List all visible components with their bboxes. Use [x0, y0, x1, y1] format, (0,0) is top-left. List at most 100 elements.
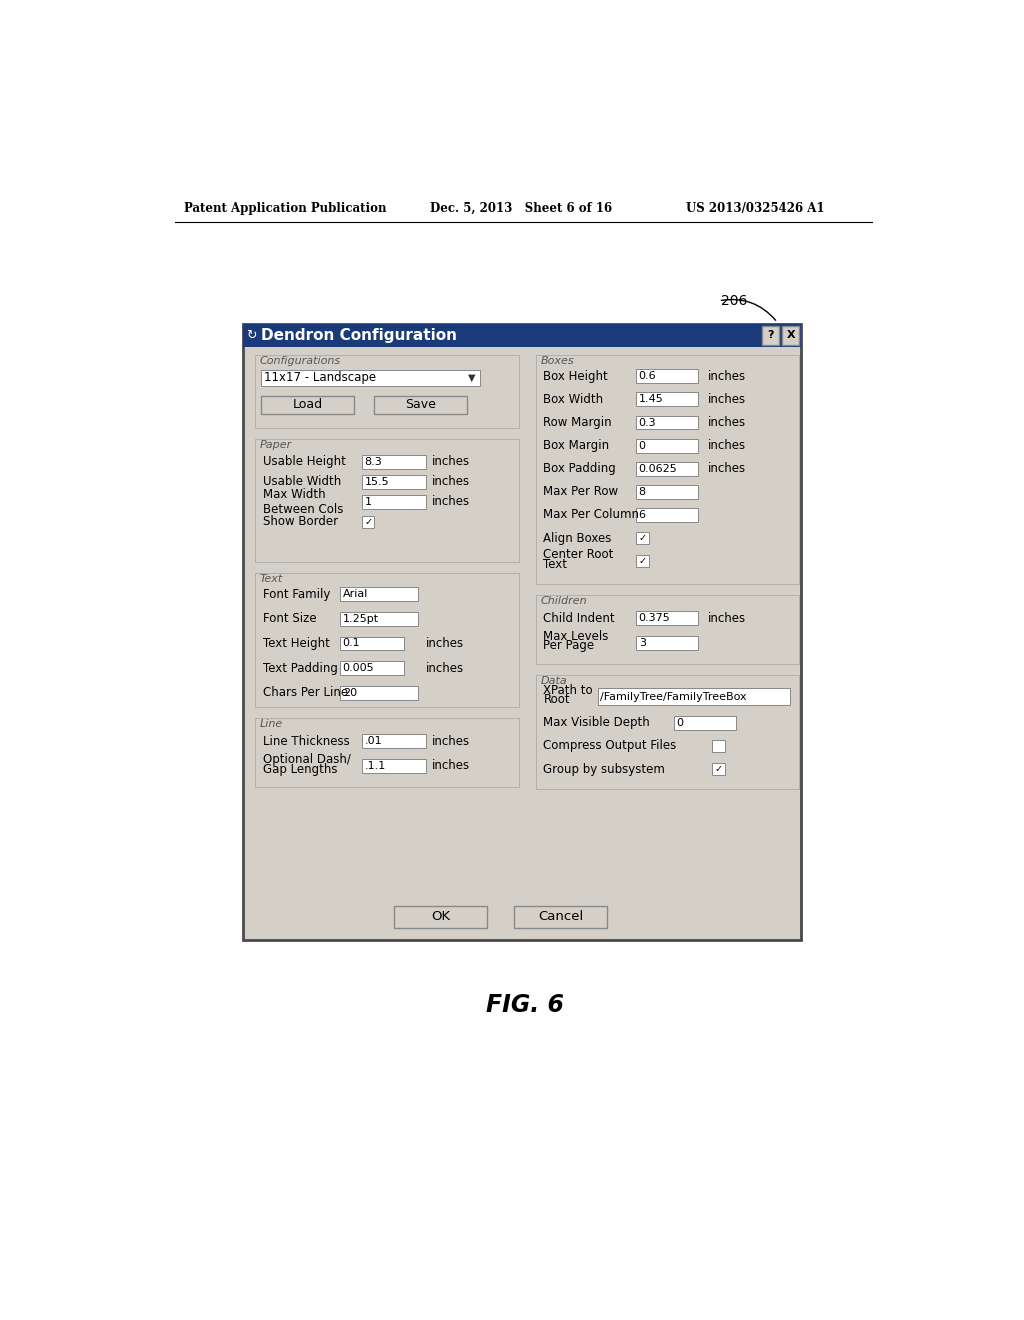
- Bar: [255, 718, 518, 788]
- Text: inches: inches: [432, 759, 470, 772]
- Text: 0: 0: [639, 441, 646, 450]
- Text: Data: Data: [541, 676, 567, 686]
- Text: 206: 206: [721, 294, 748, 308]
- Bar: [340, 612, 418, 626]
- Text: Group by subsystem: Group by subsystem: [544, 763, 666, 776]
- Text: Box Padding: Box Padding: [544, 462, 616, 475]
- Bar: [362, 455, 426, 469]
- Text: Optional Dash/: Optional Dash/: [263, 754, 351, 767]
- Text: ✓: ✓: [639, 556, 647, 566]
- Text: inches: inches: [432, 495, 470, 508]
- Text: Row Margin: Row Margin: [544, 416, 612, 429]
- Bar: [261, 370, 480, 385]
- Bar: [340, 686, 418, 700]
- Bar: [762, 326, 779, 345]
- Text: Per Page: Per Page: [544, 639, 595, 652]
- Bar: [713, 763, 725, 775]
- Text: Box Height: Box Height: [544, 370, 608, 383]
- Text: Box Margin: Box Margin: [544, 440, 609, 453]
- Text: Usable Width: Usable Width: [263, 475, 341, 488]
- Text: 8: 8: [639, 487, 646, 496]
- Bar: [713, 739, 725, 752]
- Text: 20: 20: [343, 688, 356, 698]
- Bar: [674, 715, 735, 730]
- Text: Dendron Configuration: Dendron Configuration: [261, 327, 458, 343]
- Text: Arial: Arial: [343, 589, 368, 599]
- Text: US 2013/0325426 A1: US 2013/0325426 A1: [686, 202, 824, 215]
- Text: Dec. 5, 2013   Sheet 6 of 16: Dec. 5, 2013 Sheet 6 of 16: [430, 202, 612, 215]
- Bar: [340, 587, 418, 601]
- Text: Paper: Paper: [260, 440, 292, 450]
- Text: inches: inches: [432, 475, 470, 488]
- Text: Show Border: Show Border: [263, 515, 338, 528]
- Text: Line Thickness: Line Thickness: [263, 735, 349, 748]
- Text: inches: inches: [708, 416, 745, 429]
- Text: inches: inches: [708, 440, 745, 453]
- Text: inches: inches: [708, 393, 745, 407]
- Text: 0.1: 0.1: [343, 639, 360, 648]
- Text: inches: inches: [708, 462, 745, 475]
- Text: X: X: [786, 330, 795, 341]
- Text: 0.375: 0.375: [639, 612, 671, 623]
- Bar: [243, 323, 801, 940]
- Text: 0.3: 0.3: [639, 417, 656, 428]
- Text: inches: inches: [708, 611, 745, 624]
- Bar: [340, 636, 403, 651]
- Bar: [636, 611, 698, 626]
- Bar: [536, 355, 799, 585]
- Bar: [636, 462, 698, 475]
- Bar: [636, 484, 698, 499]
- Text: Box Width: Box Width: [544, 393, 603, 407]
- Bar: [340, 661, 403, 675]
- Bar: [636, 392, 698, 407]
- Text: Max Levels: Max Levels: [544, 630, 609, 643]
- Bar: [636, 636, 698, 649]
- Text: FIG. 6: FIG. 6: [485, 994, 564, 1018]
- Text: 6: 6: [639, 510, 646, 520]
- Text: Load: Load: [293, 399, 323, 412]
- Bar: [514, 906, 607, 928]
- Bar: [536, 675, 799, 789]
- Text: Font Size: Font Size: [263, 612, 316, 626]
- Text: Root: Root: [544, 693, 570, 706]
- Text: ✓: ✓: [715, 764, 723, 774]
- Text: Text: Text: [260, 574, 283, 583]
- Text: OK: OK: [431, 911, 450, 924]
- Text: 0.0625: 0.0625: [639, 463, 678, 474]
- Text: 1.25pt: 1.25pt: [343, 614, 379, 624]
- Text: Child Indent: Child Indent: [544, 611, 615, 624]
- Bar: [598, 688, 790, 705]
- Text: 15.5: 15.5: [365, 477, 389, 487]
- Text: inches: inches: [432, 455, 470, 469]
- Text: 0.6: 0.6: [639, 371, 656, 381]
- Text: Configurations: Configurations: [260, 356, 341, 366]
- Bar: [636, 532, 649, 544]
- Bar: [782, 326, 799, 345]
- Bar: [362, 495, 426, 508]
- Text: Gap Lengths: Gap Lengths: [263, 763, 337, 776]
- Text: 0: 0: [676, 718, 683, 727]
- Bar: [362, 759, 426, 774]
- Text: 1.45: 1.45: [639, 395, 664, 404]
- Text: 1: 1: [365, 496, 372, 507]
- Text: 8.3: 8.3: [365, 457, 382, 467]
- Text: Text Padding: Text Padding: [263, 661, 338, 675]
- Text: 0.005: 0.005: [343, 663, 375, 673]
- Text: Chars Per Line: Chars Per Line: [263, 686, 348, 700]
- Text: inches: inches: [426, 661, 464, 675]
- Text: ✓: ✓: [365, 517, 373, 527]
- Bar: [636, 554, 649, 568]
- Text: Max Per Column: Max Per Column: [544, 508, 639, 521]
- Bar: [636, 416, 698, 429]
- Text: inches: inches: [708, 370, 745, 383]
- Text: Text: Text: [544, 557, 567, 570]
- Text: Max Per Row: Max Per Row: [544, 486, 618, 499]
- Text: inches: inches: [432, 735, 470, 748]
- Text: Cancel: Cancel: [538, 911, 583, 924]
- Text: 11x17 - Landscape: 11x17 - Landscape: [263, 371, 376, 384]
- Text: .1.1: .1.1: [365, 760, 386, 771]
- Text: ?: ?: [767, 330, 774, 341]
- Bar: [362, 516, 375, 528]
- Text: Save: Save: [404, 399, 435, 412]
- Text: /FamilyTree/FamilyTreeBox: /FamilyTree/FamilyTreeBox: [600, 692, 746, 702]
